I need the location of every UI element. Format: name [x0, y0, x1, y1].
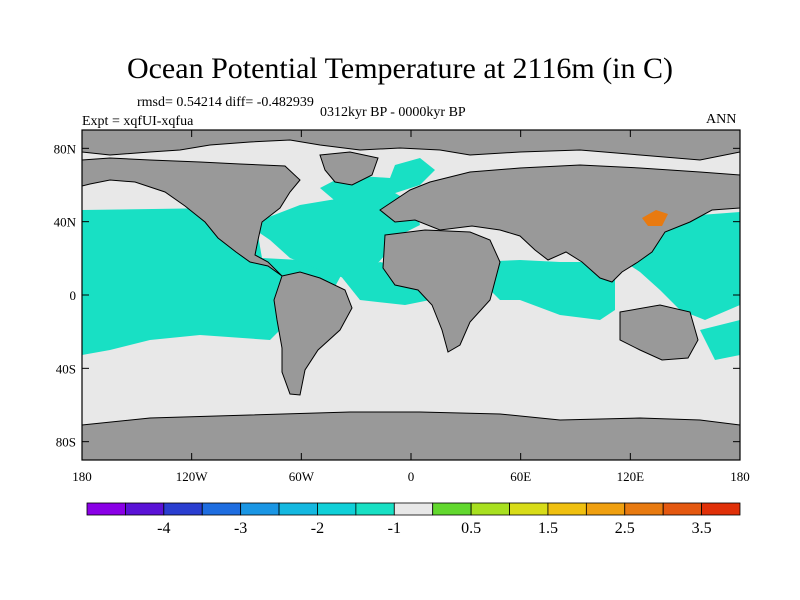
x-tick-label: 120E — [617, 469, 645, 484]
x-tick-label: 180 — [72, 469, 92, 484]
y-tick-label: 40N — [54, 215, 77, 230]
x-tick-label: 120W — [176, 469, 209, 484]
x-tick-label: 0 — [408, 469, 415, 484]
eurasia — [379, 164, 740, 283]
experiment-text: Expt = xqfUI-xqfua — [82, 114, 194, 129]
land-masses — [82, 130, 740, 460]
africa — [382, 229, 501, 353]
colorbar: -4 -3 -2 -1 0.5 1.5 2.5 3.5 — [86, 502, 741, 537]
chart-title: Ocean Potential Temperature at 2116m (in… — [126, 52, 674, 85]
colorbar-swatch — [701, 502, 741, 516]
x-tick-label: 60W — [289, 469, 315, 484]
y-tick-label: 80N — [54, 141, 77, 156]
colorbar-swatch — [240, 502, 280, 516]
nordic-seas-anomaly — [320, 158, 435, 205]
antarctica — [82, 411, 740, 460]
x-tick-label: 60E — [510, 469, 531, 484]
colorbar-swatch — [432, 502, 472, 516]
axes: 180 120W 60W 0 60E 120E 180 80N 40N 0 40S 80S — [54, 130, 750, 484]
southwest-pacific-anomaly — [700, 320, 740, 360]
colorbar-swatch — [86, 502, 126, 516]
colorbar-swatch — [278, 502, 318, 516]
y-tick-label: 80S — [56, 435, 76, 450]
colorbar-swatch — [470, 502, 510, 516]
greenland — [319, 151, 379, 186]
colorbar-swatch — [662, 502, 702, 516]
arctic-land — [82, 130, 740, 161]
colorbar-swatch — [125, 502, 165, 516]
y-tick-label: 40S — [56, 361, 76, 376]
map-field — [82, 130, 740, 460]
north-america — [82, 157, 301, 277]
colorbar-label: -3 — [234, 520, 247, 537]
sea-of-japan-warm-anomaly — [642, 210, 668, 226]
colorbar-label: -4 — [157, 520, 170, 537]
colorbar-swatch — [163, 502, 203, 516]
colorbar-swatch — [509, 502, 549, 516]
y-tick-label: 0 — [70, 288, 77, 303]
colorbar-swatch — [393, 502, 434, 516]
colorbar-label: -2 — [311, 520, 324, 537]
period-text: 0312kyr BP - 0000kyr BP — [320, 105, 466, 120]
south-america — [273, 271, 353, 396]
colorbar-label: 0.5 — [461, 520, 481, 537]
australia — [619, 304, 699, 361]
colorbar-swatch — [317, 502, 357, 516]
x-tick-label: 180 — [730, 469, 750, 484]
colorbar-label: 2.5 — [615, 520, 635, 537]
colorbar-swatch — [624, 502, 664, 516]
stats-text: rmsd= 0.54214 diff= -0.482939 — [137, 95, 314, 110]
season-text: ANN — [706, 112, 737, 127]
colorbar-label: -1 — [388, 520, 401, 537]
colorbar-swatch — [355, 502, 395, 516]
colorbar-swatch — [547, 502, 587, 516]
colorbar-label: 3.5 — [692, 520, 712, 537]
colorbar-swatch — [585, 502, 626, 516]
north-atlantic-anomaly — [248, 190, 420, 280]
colorbar-label: 1.5 — [538, 520, 558, 537]
indian-ocean-anomaly — [470, 260, 615, 320]
colorbar-swatch — [201, 502, 242, 516]
